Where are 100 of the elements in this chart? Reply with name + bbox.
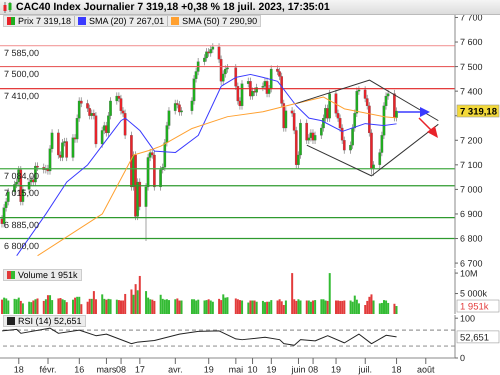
bar (138, 276, 141, 314)
bar (280, 301, 283, 314)
bar (57, 298, 60, 314)
bar (168, 300, 170, 314)
x-tick-label: 16 (74, 364, 84, 374)
ref-line-label: 7 585,00 (4, 48, 40, 58)
bar (320, 299, 322, 314)
x-tick-label: juin (290, 364, 306, 374)
y-tick-label: 7 200 (460, 135, 483, 146)
legend-label: SMA (50) 7 290,90 (182, 16, 258, 26)
bar (132, 294, 135, 314)
bar (86, 302, 89, 314)
x-tick-label: août (417, 364, 436, 374)
candlestick (120, 94, 122, 115)
y-tick-label: 6 900 (460, 209, 483, 220)
bar (7, 300, 10, 314)
bar (226, 297, 228, 314)
legend-label: Volume 1 951k (18, 270, 78, 280)
bar (356, 300, 358, 314)
bar (49, 295, 52, 314)
bar (334, 300, 337, 314)
candlestick (159, 166, 162, 192)
y-tick-label: 7 000 (460, 184, 483, 195)
bar (372, 300, 375, 314)
y-tick-label: 6 700 (460, 258, 483, 268)
bar (276, 300, 279, 314)
ref-line-label: 7 410,00 (4, 91, 40, 102)
bar (18, 298, 20, 314)
bar (322, 299, 324, 314)
x-tick-label: 08 (308, 364, 318, 374)
bar (220, 300, 222, 314)
x-tick-label: mai (228, 364, 244, 374)
bar (218, 298, 220, 314)
bar (5, 298, 8, 314)
bar (328, 273, 331, 314)
x-tick-label: 18 (392, 364, 402, 374)
bar (193, 299, 196, 314)
bar (222, 294, 224, 314)
bar (124, 294, 126, 314)
chart-title: CAC40 Index Journalier 7 319,18 +0,38 % 18 juil. 2023, 17:35:01 (16, 1, 330, 13)
candlestick (57, 128, 60, 160)
y-tick-label: 100 (460, 313, 476, 324)
bar (16, 299, 18, 314)
text: 7 319,18 (460, 106, 497, 118)
bar (350, 300, 352, 314)
bar (291, 273, 294, 314)
bar (162, 298, 164, 314)
bar (339, 300, 342, 314)
bar (28, 302, 30, 314)
x-tick-label: 17 (134, 364, 145, 374)
bar (380, 302, 383, 314)
candlestick (314, 131, 316, 144)
bar (130, 289, 132, 314)
bar (20, 300, 22, 314)
y-tick-label: 0 (460, 353, 466, 364)
y-tick-label: 10M (460, 268, 478, 278)
ref-line-label: 6 885,00 (4, 220, 40, 230)
text: 52,651 (460, 332, 490, 344)
bar (236, 299, 239, 314)
bar (92, 291, 95, 314)
bar (204, 300, 206, 314)
bar (387, 302, 390, 314)
x-tick-label: 18 (14, 364, 24, 374)
bar (368, 296, 370, 314)
y-tick-label: 7 500 (460, 62, 483, 72)
y-tick-label: 7 100 (460, 160, 483, 170)
y-tick-label: 7 600 (460, 37, 483, 48)
bar (393, 304, 396, 314)
candlestick (240, 80, 244, 110)
bar (224, 298, 226, 314)
bar (164, 300, 166, 314)
bar (358, 303, 360, 314)
y-tick-label: 7 400 (460, 86, 483, 96)
bar (14, 298, 16, 314)
bar (343, 300, 346, 314)
bar (341, 300, 344, 314)
bar (101, 294, 104, 314)
bar (278, 299, 281, 314)
candlestick (209, 45, 212, 58)
bar (166, 299, 168, 314)
bar (382, 300, 385, 314)
bar (46, 295, 49, 314)
bar (337, 300, 340, 314)
x-tick-label: mars (96, 364, 117, 374)
bar (212, 302, 214, 314)
bar (354, 296, 356, 314)
bar (310, 302, 312, 314)
legend-label: RSI (14) 52,651 (18, 316, 82, 326)
candlestick (100, 126, 104, 148)
legend-label: SMA (20) 7 267,01 (89, 16, 164, 26)
x-tick-label: avr. (168, 364, 183, 374)
line-series (2, 328, 398, 346)
bar (36, 298, 39, 314)
bar (262, 300, 264, 314)
x-tick-label: 19 (204, 364, 214, 374)
candlestick (124, 109, 126, 140)
bar (145, 291, 148, 314)
candlestick (65, 137, 68, 162)
bar (153, 300, 156, 314)
bar (197, 300, 200, 314)
